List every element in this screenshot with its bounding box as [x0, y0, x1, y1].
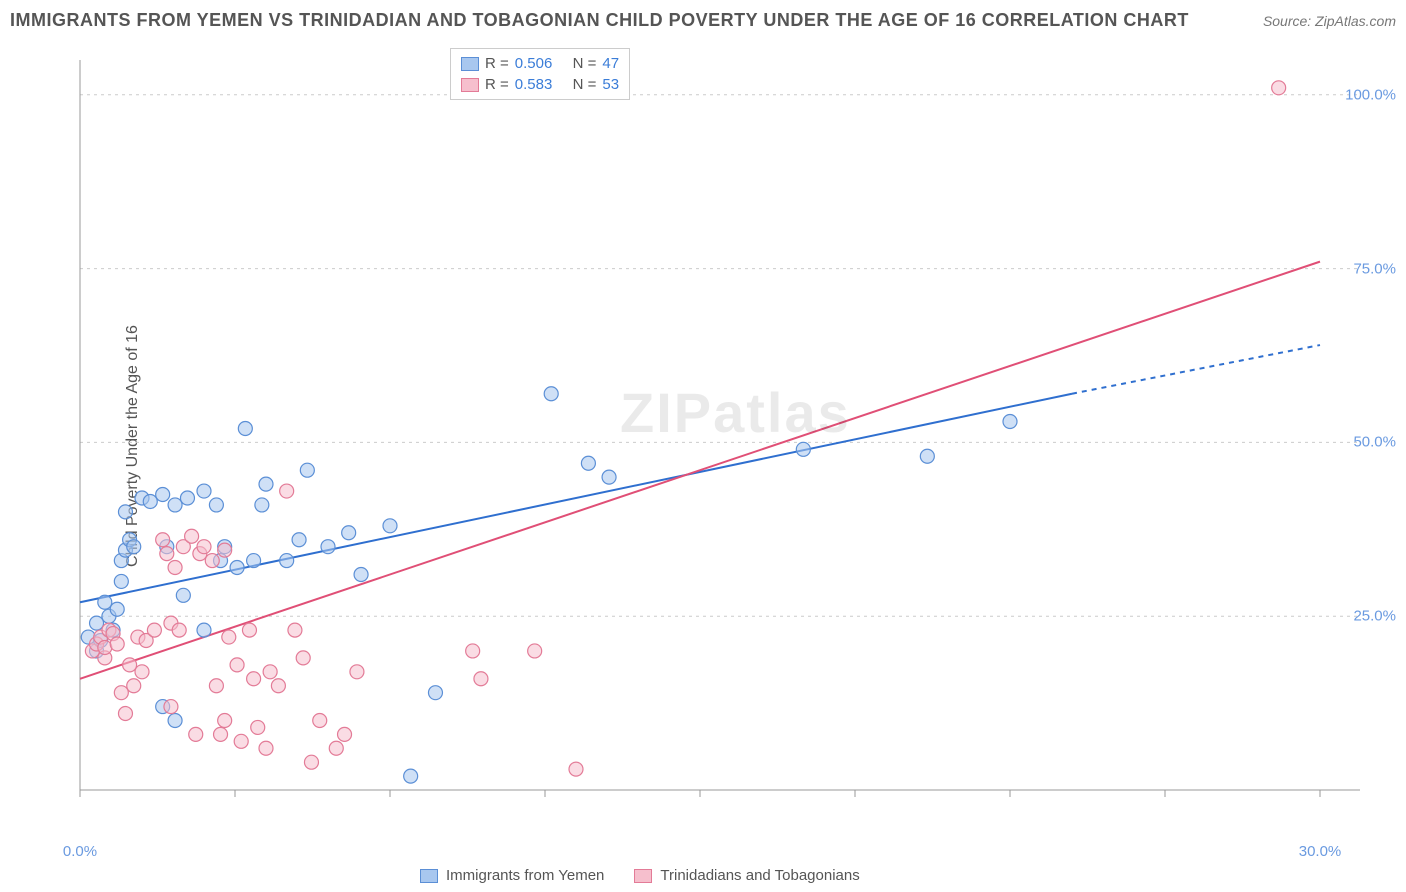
title-bar: IMMIGRANTS FROM YEMEN VS TRINIDADIAN AND… [10, 10, 1396, 31]
scatter-chart-svg [60, 50, 1380, 830]
legend-stat-row: R = 0.506 N = 47 [461, 53, 619, 74]
x-tick-label: 0.0% [63, 843, 97, 860]
y-tick-label: 50.0% [1353, 434, 1396, 451]
r-value: 0.506 [515, 55, 553, 72]
n-value: 47 [602, 55, 619, 72]
n-prefix-label: N = [573, 76, 597, 93]
series-legend: Immigrants from Yemen Trinidadians and T… [420, 867, 860, 884]
series-swatch-icon [461, 78, 479, 92]
series-swatch-icon [461, 57, 479, 71]
y-tick-label: 75.0% [1353, 260, 1396, 277]
y-tick-label: 100.0% [1345, 86, 1396, 103]
source-attribution: Source: ZipAtlas.com [1263, 13, 1396, 29]
legend-stat-row: R = 0.583 N = 53 [461, 74, 619, 95]
series-swatch-icon [420, 869, 438, 883]
chart-plot-area [60, 50, 1380, 830]
legend-label: Trinidadians and Tobagonians [660, 867, 859, 884]
n-prefix-label: N = [573, 55, 597, 72]
y-tick-label: 25.0% [1353, 608, 1396, 625]
n-value: 53 [602, 76, 619, 93]
x-tick-label: 30.0% [1299, 843, 1342, 860]
r-value: 0.583 [515, 76, 553, 93]
series-swatch-icon [634, 869, 652, 883]
legend-item: Immigrants from Yemen [420, 867, 604, 884]
legend-item: Trinidadians and Tobagonians [634, 867, 859, 884]
correlation-stats-legend: R = 0.506 N = 47 R = 0.583 N = 53 [450, 48, 630, 100]
r-prefix-label: R = [485, 76, 509, 93]
legend-label: Immigrants from Yemen [446, 867, 604, 884]
r-prefix-label: R = [485, 55, 509, 72]
chart-title: IMMIGRANTS FROM YEMEN VS TRINIDADIAN AND… [10, 10, 1189, 31]
